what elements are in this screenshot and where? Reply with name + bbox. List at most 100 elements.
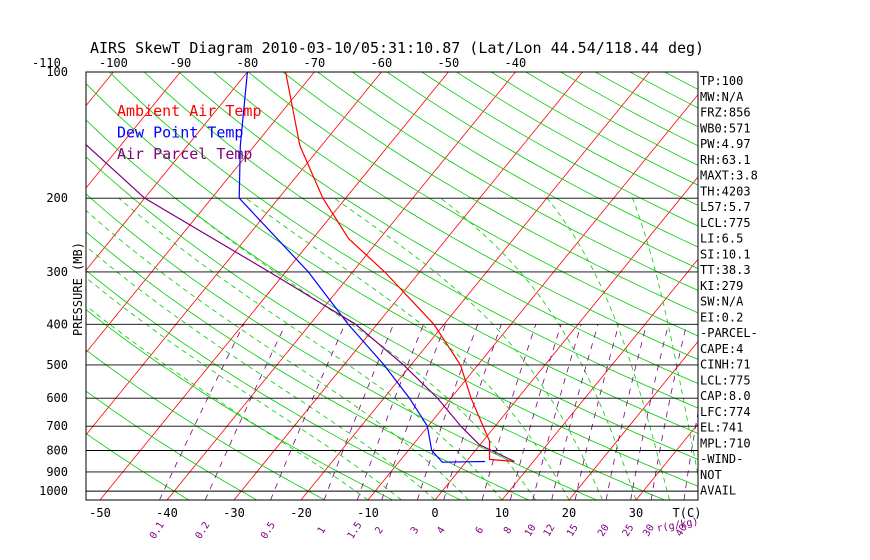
dry-adiabat-line [86,349,325,500]
mixing-ratio-label: 1 [316,525,329,536]
mixing-ratio-label: 0.1 [148,520,167,541]
dry-adiabat-line [109,72,698,434]
mixing-ratio-label: 15 [565,523,581,539]
index-label: MW:N/A [700,90,744,104]
mixing-ratio-line [509,324,562,500]
index-label: CINH:71 [700,358,751,372]
top-temp-tick-label: -50 [438,56,460,70]
mixing-ratio-line [551,324,599,500]
dry-adiabat-line [421,72,698,227]
isotherm-line [166,72,516,500]
top-temp-tick-label: -70 [304,56,326,70]
bottom-temp-tick-label: -40 [156,506,178,520]
mixing-ratio-label: 25 [621,523,637,539]
index-label: TH:4203 [700,184,751,198]
index-label: MAXT:3.8 [700,169,758,183]
dry-adiabat-line [178,72,698,384]
mixing-ratio-label: 40 [674,523,690,539]
bottom-temp-tick-label: -20 [290,506,312,520]
mixing-ratio-line [381,324,446,500]
bottom-temp-unit: T(C) [673,506,702,520]
moist-adiabat-line [245,197,570,500]
mixing-ratio-label: 6 [474,525,487,536]
isotherm-line [635,423,698,500]
pressure-tick-label: 600 [46,391,68,405]
index-label: FRZ:856 [700,106,751,120]
profile-line-dew-point-temp [238,72,486,463]
mixing-ratio-label: 30 [641,523,657,539]
top-temp-tick-label: -60 [371,56,393,70]
dry-adiabat-line [734,72,870,500]
pressure-tick-label: 1000 [39,484,68,498]
index-label: PW:4.97 [700,137,751,151]
mixing-ratio-label: 3 [409,525,422,536]
mixing-ratio-label: 10 [523,523,539,539]
isotherm-line [434,176,698,500]
legend-entry: Dew Point Temp [117,124,243,142]
dry-adiabat-line [664,72,698,90]
top-temp-tick-label: -40 [505,56,527,70]
mixing-ratio-line [605,324,647,500]
dry-adiabat-line [248,72,698,337]
index-label: -PARCEL- [700,326,758,340]
index-label: L57:5.7 [700,200,751,214]
moist-adiabat-line [334,197,603,500]
mixing-ratio-line [159,324,245,500]
top-temp-tick-label: -80 [237,56,259,70]
mixing-ratio-label: 20 [596,523,612,539]
isotherm-line [99,72,449,500]
isotherm-line [233,72,583,500]
pressure-tick-label: 900 [46,465,68,479]
top-temp-tick-label: -100 [99,56,128,70]
dry-adiabat-line [86,309,393,500]
mixing-ratio-line [650,324,687,500]
mixing-ratio-label: 4 [435,525,448,536]
top-temp-tick-label: -90 [170,56,192,70]
isotherm-line [86,72,382,436]
moist-adiabat-line [86,277,402,500]
dry-adiabat-line [86,156,665,500]
profile-line-ambient-air-temp [285,72,515,463]
top-temp-tick-label: -110 [32,56,61,70]
moist-adiabat-line [546,197,670,500]
index-label: CAPE:4 [700,342,743,356]
mixing-ratio-line [630,324,669,500]
mixing-ratio-label: 1.5 [346,520,365,541]
moist-adiabat-line [86,245,436,500]
dry-adiabat-line [386,72,698,248]
index-label: AVAIL [700,484,736,498]
moist-adiabat-line [175,197,536,500]
isotherm-line [86,72,181,189]
isotherm-line [300,72,650,500]
moist-adiabat-line [632,198,698,477]
dry-adiabat-line [317,72,698,291]
mixing-ratio-label: 0.5 [259,520,278,541]
mixing-ratio-line [270,324,346,500]
isotherm-line [568,340,698,500]
mixing-ratio-label: 2 [373,525,386,536]
index-label: WB0:571 [700,121,751,135]
dry-adiabat-line [490,72,698,186]
mixing-ratio-label: 8 [502,525,515,536]
isotherm-line [770,72,870,500]
y-axis-label: PRESSURE (MB) [71,242,85,336]
index-label: EI:0.2 [700,310,743,324]
index-label: LI:6.5 [700,232,743,246]
pressure-tick-label: 200 [46,191,68,205]
moist-adiabat-line [86,305,369,500]
dry-adiabat-line [282,72,698,314]
isotherm-line [86,72,315,354]
pressure-tick-label: 300 [46,265,68,279]
index-label: SW:N/A [700,295,744,309]
dry-adiabat-line [86,193,597,500]
index-label: TP:100 [700,74,743,88]
index-label: -WIND- [700,452,743,466]
moist-adiabat-line [86,209,469,500]
bottom-temp-tick-label: -30 [223,506,245,520]
mixing-ratio-line [481,324,537,500]
index-label: CAP:8.0 [700,389,751,403]
dry-adiabat-line [86,269,461,500]
mixing-ratio-line [323,324,394,500]
mixing-ratio-line [204,324,286,500]
bottom-temp-tick-label: -50 [89,506,111,520]
